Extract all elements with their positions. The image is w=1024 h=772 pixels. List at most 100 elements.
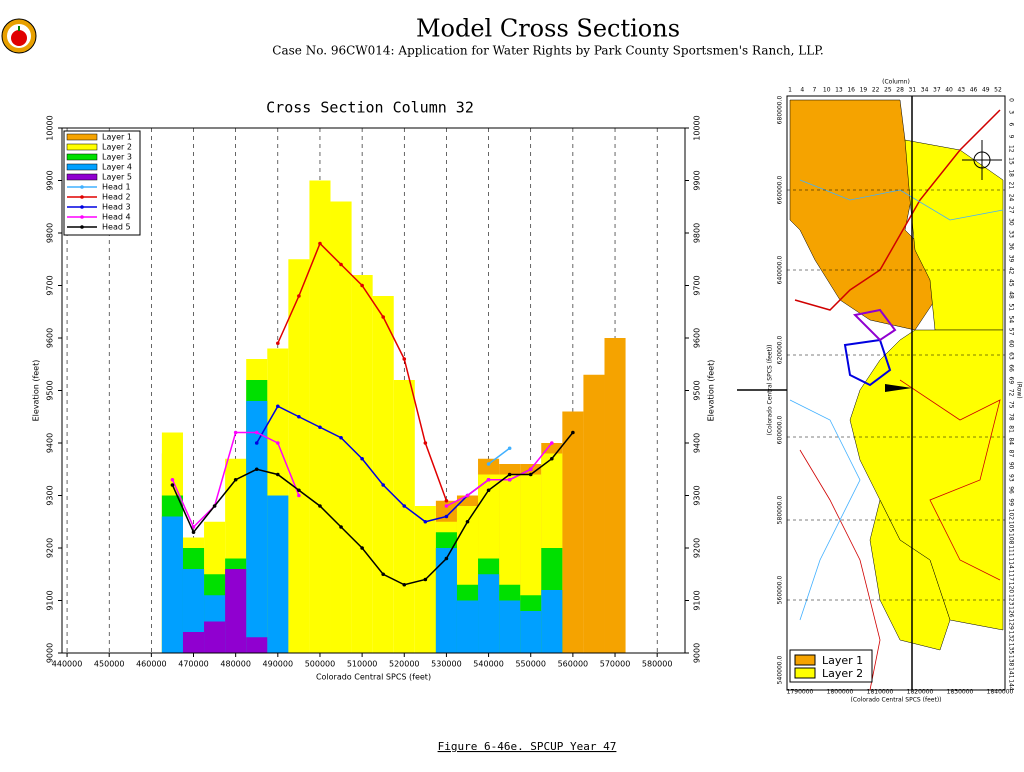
page-subtitle: Case No. 96CW014: Application for Water …: [272, 44, 823, 58]
layer-cell: [182, 632, 205, 653]
layer-cell: [562, 411, 584, 653]
head-marker: [233, 430, 238, 435]
map-column-tick: 4: [800, 87, 804, 94]
map-column-tick: 1: [788, 87, 792, 94]
map-column-label: (Column): [882, 79, 910, 86]
map-column-tick: 25: [884, 87, 892, 94]
head-marker: [550, 456, 554, 461]
y2-tick-label: 9400: [693, 433, 702, 453]
map-row-tick: 24: [1008, 194, 1015, 202]
head-marker: [528, 472, 533, 477]
head-marker: [212, 504, 217, 508]
head-marker: [339, 525, 343, 529]
map-row-tick: 45: [1008, 279, 1015, 287]
map-row-tick: 57: [1008, 328, 1015, 336]
map-x-tick: 1830000: [947, 689, 974, 696]
layer-cell: [456, 600, 479, 653]
head-marker: [402, 357, 407, 361]
map-row-tick: 27: [1008, 206, 1015, 214]
head-marker: [191, 530, 196, 535]
map-row-tick: 102: [1008, 509, 1015, 521]
x-axis-label: Colorado Central SPCS (feet): [316, 673, 431, 682]
y2-tick-label: 9000: [693, 643, 702, 663]
map-row-tick: 0: [1008, 98, 1015, 102]
legend-label: Layer 4: [102, 163, 132, 172]
legend-label: Head 5: [102, 223, 131, 232]
map-row-tick: 123: [1008, 594, 1015, 606]
head-line: [171, 432, 574, 586]
map-row-tick: 114: [1008, 557, 1015, 569]
y-tick-label: 9600: [46, 328, 55, 348]
head-marker: [254, 430, 259, 435]
map-row-tick: 141: [1008, 667, 1015, 679]
map-row-tick: 81: [1008, 425, 1015, 433]
legend-marker: [80, 185, 84, 189]
x-tick-label: 570000: [600, 660, 631, 669]
map-row-tick: 111: [1008, 545, 1015, 557]
map-legend-label: Layer 2: [822, 667, 863, 680]
map-row-tick: 51: [1008, 303, 1015, 311]
legend-label: Head 1: [102, 183, 131, 192]
y2-tick-label: 9300: [693, 485, 702, 505]
head-marker: [444, 514, 449, 519]
head-marker: [170, 477, 175, 482]
map-x-tick: 1810000: [867, 689, 894, 696]
head-marker: [297, 294, 301, 298]
map-row-tick: 138: [1008, 655, 1015, 667]
head-marker: [318, 241, 322, 246]
head-marker: [254, 441, 259, 445]
x-tick-label: 510000: [347, 660, 378, 669]
map-y-tick: 540000.0: [777, 656, 784, 685]
y2-tick-label: 9900: [693, 170, 702, 190]
head-marker: [402, 582, 407, 587]
head-marker: [339, 435, 343, 440]
head-marker: [423, 441, 428, 445]
head-marker: [318, 425, 322, 430]
map: Layer 1 Layer 2 (Column) (Colorado Centr…: [767, 79, 1023, 704]
y-tick-label: 9000: [46, 643, 55, 663]
head-marker: [360, 456, 364, 461]
x-tick-label: 460000: [136, 660, 167, 669]
map-y-tick: 660000.0: [777, 176, 784, 205]
legend-label: Head 2: [102, 193, 131, 202]
head-marker: [297, 414, 301, 419]
x-tick-label: 560000: [558, 660, 589, 669]
head-marker: [276, 472, 280, 477]
legend-label: Layer 3: [102, 153, 132, 162]
head-marker: [465, 493, 470, 498]
map-row-tick: 120: [1008, 582, 1015, 594]
head-marker: [276, 341, 280, 346]
layer-cell: [393, 380, 415, 653]
map-y-tick: 620000.0: [777, 336, 784, 365]
legend-swatch: [66, 133, 98, 141]
y2-axis-label: Elevation (feet): [707, 360, 716, 422]
x-tick-label: 470000: [178, 660, 209, 669]
caption: Figure 6-46e. SPCUP Year 47: [438, 740, 617, 753]
map-column-tick: 28: [896, 87, 904, 94]
layer-cell: [204, 621, 226, 653]
y-tick-label: 9700: [46, 275, 55, 295]
layer-cell: [267, 495, 289, 653]
legend-label: Layer 1: [102, 133, 132, 142]
y-tick-label: 9900: [46, 170, 55, 190]
map-row-tick: 30: [1008, 218, 1015, 226]
x-tick-label: 450000: [94, 660, 125, 669]
layer-cell: [288, 259, 310, 653]
layer-cell: [604, 338, 626, 653]
x-tick-label: 540000: [473, 660, 504, 669]
map-row-tick: 6: [1008, 122, 1015, 126]
head-marker: [381, 483, 385, 487]
head-marker: [297, 493, 301, 498]
map-column-tick: 13: [835, 87, 843, 94]
head-marker: [318, 504, 322, 508]
map-column-tick: 52: [994, 87, 1002, 94]
layer-cell: [435, 548, 457, 653]
map-row-tick: 9: [1008, 135, 1015, 139]
map-y-tick: 580000.0: [777, 496, 784, 525]
layer-cell: [161, 516, 183, 653]
y2-tick-label: 9200: [693, 538, 702, 558]
map-row-tick: 108: [1008, 533, 1015, 545]
head-marker: [254, 467, 259, 472]
legend-marker: [80, 215, 84, 219]
map-row-tick: 105: [1008, 521, 1015, 533]
